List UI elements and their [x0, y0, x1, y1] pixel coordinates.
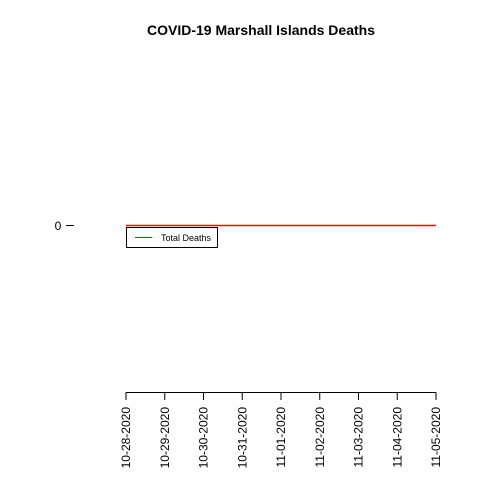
x-tick-label: 11-05-2020	[429, 407, 443, 468]
legend-label-total-deaths: Total Deaths	[161, 233, 212, 243]
legend-box	[126, 227, 218, 248]
x-tick-label: 10-28-2020	[119, 407, 133, 469]
x-tick-label: 10-30-2020	[197, 407, 211, 469]
x-axis: 10-28-2020 10-29-2020 10-30-2020 10-31-2020…	[119, 392, 443, 469]
x-tick-label: 11-04-2020	[390, 407, 404, 468]
x-tick-label: 11-02-2020	[313, 407, 327, 468]
y-axis: 0	[55, 219, 74, 233]
y-tick-label: 0	[55, 219, 62, 233]
x-tick-label: 10-29-2020	[158, 407, 172, 469]
legend: Total Deaths	[126, 227, 218, 248]
x-tick-label: 11-03-2020	[352, 407, 366, 468]
chart-title: COVID-19 Marshall Islands Deaths	[147, 22, 375, 38]
x-tick-label: 11-01-2020	[274, 407, 288, 468]
x-tick-label: 10-31-2020	[235, 407, 249, 469]
